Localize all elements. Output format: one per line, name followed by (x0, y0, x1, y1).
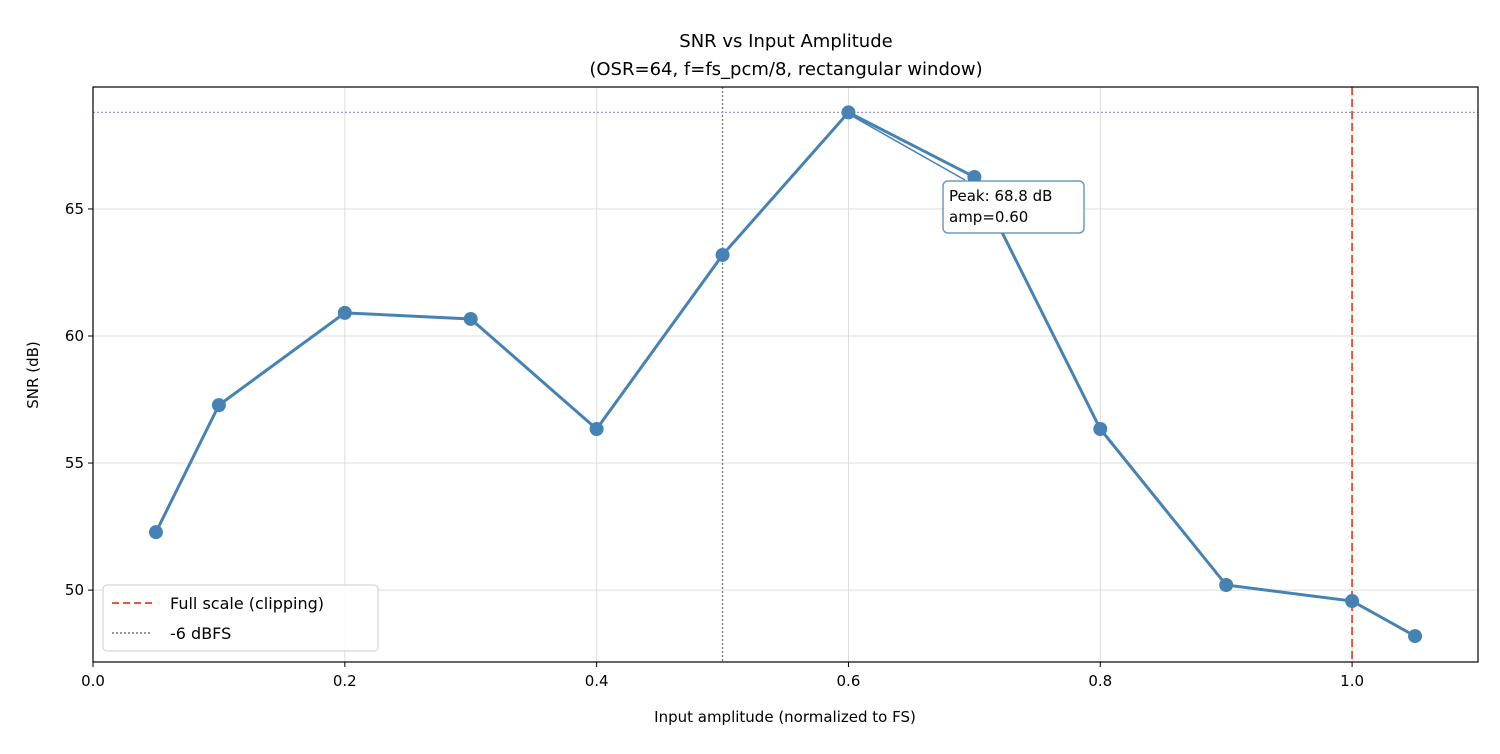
chart-title: SNR vs Input Amplitude (679, 31, 892, 52)
y-tick-label: 60 (65, 327, 84, 345)
annotation-arrow (851, 115, 966, 181)
data-point (1408, 629, 1423, 644)
data-point (841, 105, 856, 120)
data-point (1093, 422, 1108, 437)
legend-label-full-scale: Full scale (clipping) (170, 594, 324, 613)
x-tick-label: 0.8 (1088, 672, 1112, 690)
y-tick-label: 55 (65, 454, 84, 472)
data-point (211, 398, 226, 413)
y-axis-label: SNR (dB) (24, 341, 42, 408)
series-line (154, 110, 1416, 638)
legend-label-6dbfs: -6 dBFS (170, 624, 231, 643)
x-tick-label: 0.4 (585, 672, 609, 690)
data-point (1345, 594, 1360, 609)
chart-subtitle: (OSR=64, f=fs_pcm/8, rectangular window) (589, 59, 982, 80)
data-point (463, 311, 478, 326)
annotation-box (942, 180, 1085, 234)
data-point (1219, 578, 1234, 593)
annotation-line-1: Peak: 68.8 dB (949, 187, 1052, 205)
x-tick-label: 1.0 (1340, 672, 1364, 690)
y-tick-label: 50 (65, 581, 84, 599)
x-tick-label: 0.6 (837, 672, 861, 690)
y-tick-label: 65 (65, 200, 84, 218)
data-point (589, 422, 604, 437)
data-point (715, 247, 730, 262)
plot-frame (92, 86, 1479, 663)
x-axis-label: Input amplitude (normalized to FS) (654, 708, 916, 726)
legend: Full scale (clipping) -6 dBFS (102, 584, 379, 652)
data-point (148, 525, 163, 540)
x-tick-label: 0.0 (81, 672, 105, 690)
data-point (337, 305, 352, 320)
annotation-line-2: amp=0.60 (949, 208, 1028, 226)
peak-annotation: Peak: 68.8 dB amp=0.60 (851, 115, 1085, 234)
legend-box (102, 584, 379, 652)
x-tick-label: 0.2 (333, 672, 357, 690)
